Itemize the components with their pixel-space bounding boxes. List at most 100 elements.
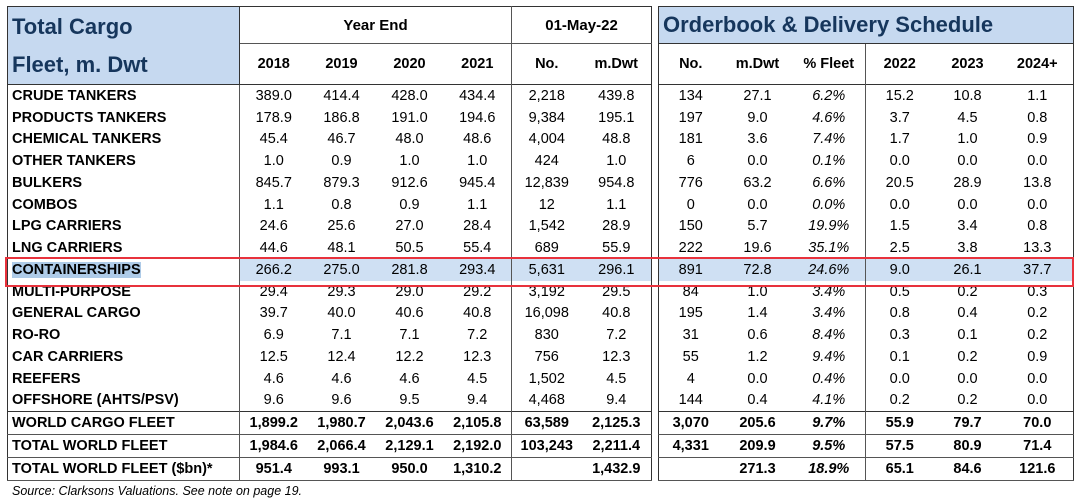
- cell-mdwt: 0.0: [747, 370, 768, 387]
- row-label: OFFSHORE (AHTS/PSV): [7, 389, 240, 412]
- cell-y2018: 12.5: [239, 346, 308, 368]
- cell-y2018: 845.7: [239, 172, 308, 194]
- table-row: 0 0.0 0.0% 0.0 0.0 0.0: [658, 193, 1075, 216]
- cell-mdwt: 48.8: [581, 128, 653, 151]
- cell-y2019: 29.3: [327, 283, 356, 300]
- cell-no: 150: [658, 215, 723, 238]
- cell-no: 195: [658, 302, 723, 325]
- cell-no: 689: [534, 240, 559, 257]
- table-row: 31 0.6 8.4% 0.3 0.1 0.2: [658, 324, 1075, 346]
- cell-y2019: 1,980.7: [307, 411, 376, 435]
- row-label: REEFERS: [7, 367, 240, 390]
- table-row: 195 1.4 3.4% 0.8 0.4 0.2: [658, 302, 1075, 325]
- cell-d2024: 0.0: [1001, 389, 1075, 412]
- row-label: OTHER TANKERS: [7, 150, 240, 172]
- cell-y2020: 7.1: [399, 327, 420, 344]
- cell-y2020: 912.6: [391, 174, 428, 191]
- cell-y2020: 40.6: [395, 305, 424, 322]
- row-label: CRUDE TANKERS: [7, 84, 240, 107]
- row-label-text: PRODUCTS TANKERS: [12, 109, 167, 126]
- cell-mdwt: 9.0: [747, 109, 768, 126]
- cell-d2023: 3.4: [957, 218, 978, 235]
- cell-y2021: 28.4: [443, 215, 513, 238]
- cell-mdwt: 195.1: [581, 106, 653, 129]
- cell-mdwt: 2,125.3: [581, 411, 653, 435]
- cell-y2021: 1.1: [443, 193, 513, 216]
- cell-mdwt: 1.4: [747, 305, 768, 322]
- cell-pct: 9.4%: [792, 346, 866, 368]
- cell-d2022: 0.0: [889, 153, 910, 170]
- cell-y2018: 266.2: [239, 259, 308, 281]
- cell-y2018: 1,984.6: [239, 434, 308, 458]
- cell-y2021: 2,192.0: [443, 434, 513, 458]
- row-label-text: BULKERS: [12, 174, 83, 191]
- cell-d2024: 0.0: [1001, 193, 1075, 216]
- row-label: LPG CARRIERS: [7, 215, 240, 238]
- cell-y2019: 9.6: [331, 392, 352, 409]
- cell-d2024: 13.3: [1001, 237, 1075, 259]
- cell-d2024: 0.3: [1001, 280, 1075, 303]
- cell-pct: 18.9%: [792, 457, 866, 481]
- cell-d2023: 3.8: [957, 240, 978, 257]
- row-label-text: CRUDE TANKERS: [12, 87, 137, 104]
- cell-y2020: 2,043.6: [375, 411, 444, 435]
- row-label-text: OTHER TANKERS: [12, 153, 136, 170]
- row-label: COMBOS: [7, 193, 240, 216]
- cell-y2021: 55.4: [443, 237, 513, 259]
- cell-d2024: 0.0: [1001, 150, 1075, 172]
- cell-no: 756: [534, 348, 559, 365]
- cell-no: 12: [538, 196, 555, 213]
- cell-d2022: 0.3: [889, 327, 910, 344]
- table-row: LNG CARRIERS 44.6 48.1 50.5 55.4 689 55.9: [7, 237, 653, 259]
- table-row: 4 0.0 0.4% 0.0 0.0 0.0: [658, 367, 1075, 390]
- cell-y2021: 4.5: [443, 367, 513, 390]
- row-label-text: MULTI-PURPOSE: [12, 283, 131, 300]
- cell-mdwt: 0.4: [747, 392, 768, 409]
- source-note: Source: Clarksons Valuations. See note o…: [12, 484, 303, 498]
- cell-no: 424: [534, 153, 559, 170]
- cell-pct: 6.2%: [792, 84, 866, 107]
- cell-y2018: 45.4: [239, 128, 308, 151]
- cell-mdwt: 0.6: [747, 327, 768, 344]
- cell-no: 84: [658, 280, 723, 303]
- cell-y2021: 12.3: [443, 346, 513, 368]
- cell-y2021: 48.6: [443, 128, 513, 151]
- cell-pct: 7.4%: [792, 128, 866, 151]
- cell-no: 4,331: [658, 434, 723, 458]
- cell-no: 144: [658, 389, 723, 412]
- cell-y2019: 0.8: [331, 196, 352, 213]
- fleet-table-title: Total Cargo Fleet, m. Dwt: [7, 6, 240, 85]
- cell-no: 5,631: [511, 259, 582, 281]
- col-header-mdwt: m.Dwt: [581, 43, 653, 85]
- cell-d2024: 0.9: [1001, 128, 1075, 151]
- cell-no: 222: [658, 237, 723, 259]
- cell-d2022: 57.5: [865, 434, 934, 458]
- cell-y2020: 281.8: [375, 259, 444, 281]
- cell-y2021: 9.4: [443, 389, 513, 412]
- cell-mdwt: 9.4: [581, 389, 653, 412]
- cell-d2022: 2.5: [889, 240, 910, 257]
- cell-d2023: 0.4: [957, 305, 978, 322]
- cell-mdwt: 7.2: [581, 324, 653, 346]
- cell-y2020: 48.0: [395, 131, 424, 148]
- cell-y2020: 9.5: [399, 392, 420, 409]
- row-label-text: LNG CARRIERS: [12, 240, 123, 257]
- cell-mdwt: 954.8: [581, 172, 653, 194]
- cell-no: 4,004: [528, 131, 565, 148]
- cell-d2024: 1.1: [1001, 84, 1075, 107]
- table-row: 776 63.2 6.6% 20.5 28.9 13.8: [658, 172, 1075, 194]
- table-row: OTHER TANKERS 1.0 0.9 1.0 1.0 424 1.0: [7, 150, 653, 172]
- row-label-text: TOTAL WORLD FLEET: [12, 437, 168, 454]
- col-header-2021: 2021: [443, 43, 513, 85]
- col-header-2020: 2020: [393, 56, 426, 72]
- cell-y2019: 7.1: [331, 327, 352, 344]
- cell-pct: 9.7%: [792, 411, 866, 435]
- row-label-text: TOTAL WORLD FLEET ($bn)*: [12, 460, 213, 477]
- cell-y2019: 0.9: [331, 153, 352, 170]
- row-label: WORLD CARGO FLEET: [7, 411, 240, 435]
- cell-y2020: 29.0: [395, 283, 424, 300]
- cell-d2023: 0.1: [957, 327, 978, 344]
- row-label: GENERAL CARGO: [7, 302, 240, 325]
- row-label: CONTAINERSHIPS: [7, 259, 240, 281]
- total-row: 3,070 205.6 9.7% 55.9 79.7 70.0: [658, 411, 1075, 435]
